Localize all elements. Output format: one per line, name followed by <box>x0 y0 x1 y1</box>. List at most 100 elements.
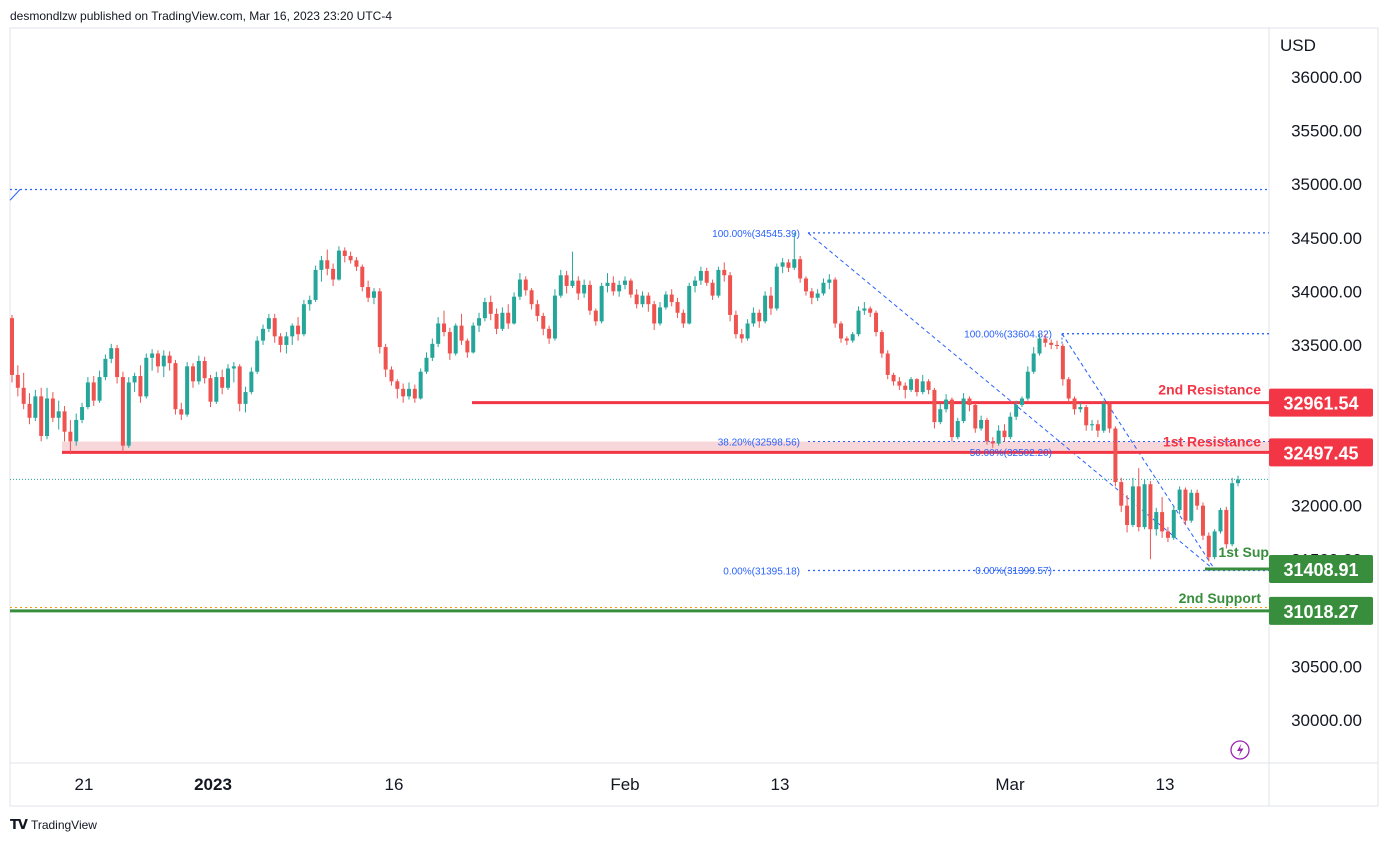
lightning-icon[interactable] <box>1230 740 1250 760</box>
price-tick-label: 30000.00 <box>1291 711 1362 730</box>
candle-body <box>587 284 592 311</box>
candle-body <box>97 377 102 401</box>
candle-body <box>827 279 832 283</box>
candle-body <box>1183 489 1188 521</box>
candle-body <box>1200 505 1205 536</box>
candle-body <box>74 419 79 442</box>
candle-body <box>45 398 50 437</box>
candle-body <box>62 411 67 432</box>
candle-body <box>459 325 464 341</box>
candle-body <box>792 259 797 268</box>
price-tick-label: 34000.00 <box>1291 282 1362 301</box>
candle-body <box>185 366 190 415</box>
candle-body <box>897 381 902 386</box>
candle-body <box>33 396 38 418</box>
candle-body <box>786 262 791 268</box>
candle-body <box>1066 379 1071 399</box>
candle-body <box>208 378 213 402</box>
candle-body <box>564 275 569 286</box>
candle-body <box>768 295 773 309</box>
candle-body <box>996 430 1001 444</box>
candle-body <box>658 307 663 324</box>
level-price-label: 32497.45 <box>1283 443 1358 463</box>
candle-body <box>535 304 540 316</box>
candle-body <box>436 323 441 344</box>
candle-body <box>1107 403 1112 429</box>
candle-body <box>640 295 645 305</box>
candle-body <box>348 255 353 261</box>
fib-label: 50.00%(32502.20) <box>970 448 1052 459</box>
time-tick-label: 13 <box>771 775 790 794</box>
candle-body <box>360 266 365 288</box>
level-price-label: 31018.27 <box>1283 602 1358 622</box>
candle-body <box>342 250 347 256</box>
candle-body <box>506 312 511 324</box>
candle-body <box>331 268 336 280</box>
overlay-group: 2nd Resistance 1st Resistance 1st Sup 2nd S… <box>9 188 1269 613</box>
candle-body <box>798 259 803 279</box>
candle-body <box>617 284 622 292</box>
candle-body <box>1165 531 1170 538</box>
candle-body <box>961 398 966 422</box>
candle-body <box>611 282 616 292</box>
candle-body <box>418 371 423 399</box>
footer-brand: TradingView <box>30 818 97 832</box>
candle-body <box>634 294 639 305</box>
candle-body <box>190 366 195 382</box>
level-price-label: 32961.54 <box>1283 394 1358 414</box>
level-price-box <box>1269 596 1373 625</box>
candle-body <box>406 388 411 397</box>
candles-group <box>10 232 1240 562</box>
candle-body <box>261 328 266 341</box>
candle-body <box>757 312 762 322</box>
price-tick-label: 33500.00 <box>1291 336 1362 355</box>
candle-body <box>803 278 808 292</box>
candle-body <box>173 363 178 410</box>
candle-body <box>517 279 522 297</box>
candle-body <box>681 312 686 324</box>
publisher-caption: desmondlzw published on TradingView.com,… <box>10 9 392 23</box>
candle-body <box>21 387 26 404</box>
candle-body <box>984 419 989 442</box>
candle-body <box>15 374 20 388</box>
candle-body <box>763 295 768 322</box>
time-axis-labels: 21 2023 16 Feb 13 Mar 13 <box>75 775 1175 794</box>
candle-body <box>949 399 954 438</box>
candle-body <box>605 282 610 286</box>
candle-body <box>196 360 201 382</box>
candle-body <box>1206 535 1211 558</box>
candle-body <box>821 282 826 294</box>
candle-body <box>447 332 452 354</box>
time-tick-label: Mar <box>995 775 1025 794</box>
candle-body <box>1078 407 1083 410</box>
candle-body <box>599 285 604 322</box>
candle-body <box>401 388 406 397</box>
candle-body <box>1236 479 1240 484</box>
candle-body <box>652 304 657 324</box>
candle-body <box>663 294 668 308</box>
candle-body <box>1136 486 1141 528</box>
candle-body <box>774 266 779 309</box>
candle-body <box>1171 509 1176 538</box>
candle-body <box>126 382 131 446</box>
candle-body <box>1101 403 1106 431</box>
level-price-box <box>1269 438 1373 467</box>
candle-body <box>1125 505 1130 525</box>
resistance-zone <box>62 441 1269 453</box>
candle-body <box>687 285 692 324</box>
candle-body <box>628 280 633 295</box>
candle-body <box>704 270 709 283</box>
candle-body <box>1154 512 1159 530</box>
candle-body <box>541 315 546 329</box>
candle-body <box>80 407 85 420</box>
candle-body <box>371 291 376 298</box>
candle-body <box>716 269 721 296</box>
candle-body <box>938 409 943 423</box>
candle-body <box>237 366 242 404</box>
level-name-label: 2nd Resistance <box>1158 382 1261 398</box>
candle-body <box>109 348 114 359</box>
candle-body <box>1025 371 1030 399</box>
candle-body <box>1090 424 1095 426</box>
level-name-label: 1st Sup <box>1218 544 1269 560</box>
